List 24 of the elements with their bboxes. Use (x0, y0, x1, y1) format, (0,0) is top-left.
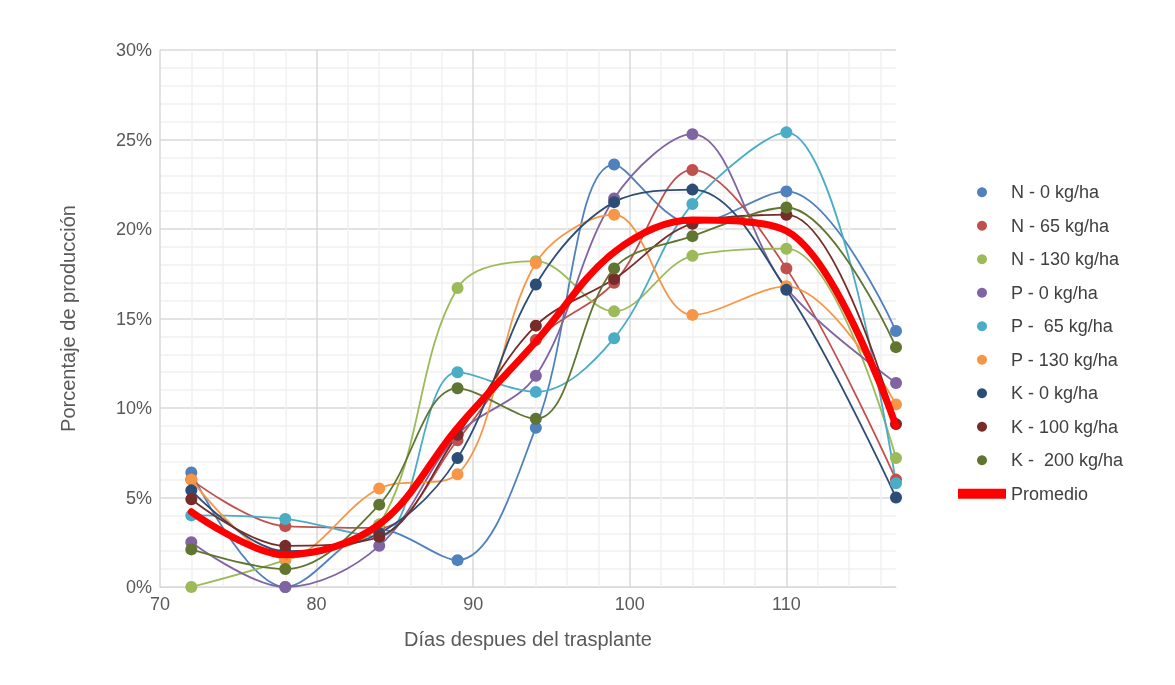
x-tick-label: 70 (149, 594, 171, 614)
x-tick-label: 100 (614, 594, 645, 614)
x-axis-title: Días despues del trasplante (404, 628, 652, 650)
legend-label: P - 0 kg/ha (1011, 282, 1099, 303)
legend-label: P - 130 kg/ha (1011, 349, 1119, 370)
legend-label: N - 130 kg/ha (1011, 249, 1121, 270)
legend-label: P - 65 kg/ha (1011, 316, 1114, 337)
legend-label: Promedio (1011, 483, 1089, 504)
y-tick-label: 25% (115, 129, 152, 150)
legend-label: K - 0 kg/ha (1011, 383, 1100, 404)
legend-label: N - 65 kg/ha (1011, 215, 1111, 236)
x-tick-label: 80 (306, 594, 327, 614)
y-axis-title: Porcentaje de producción (57, 205, 79, 432)
y-tick-label: 5% (125, 487, 152, 508)
legend-label: K - 200 kg/ha (1011, 450, 1125, 471)
y-tick-label: 30% (115, 40, 152, 60)
legend-label: K - 100 kg/ha (1011, 416, 1120, 437)
y-tick-label: 20% (115, 219, 152, 239)
y-tick-label: 15% (115, 308, 152, 329)
x-tick-label: 110 (772, 594, 801, 614)
y-tick-label: 0% (125, 577, 152, 597)
x-tick-label: 90 (463, 594, 484, 614)
y-tick-label: 10% (115, 398, 152, 418)
legend-label: N - 0 kg/ha (1011, 182, 1101, 203)
